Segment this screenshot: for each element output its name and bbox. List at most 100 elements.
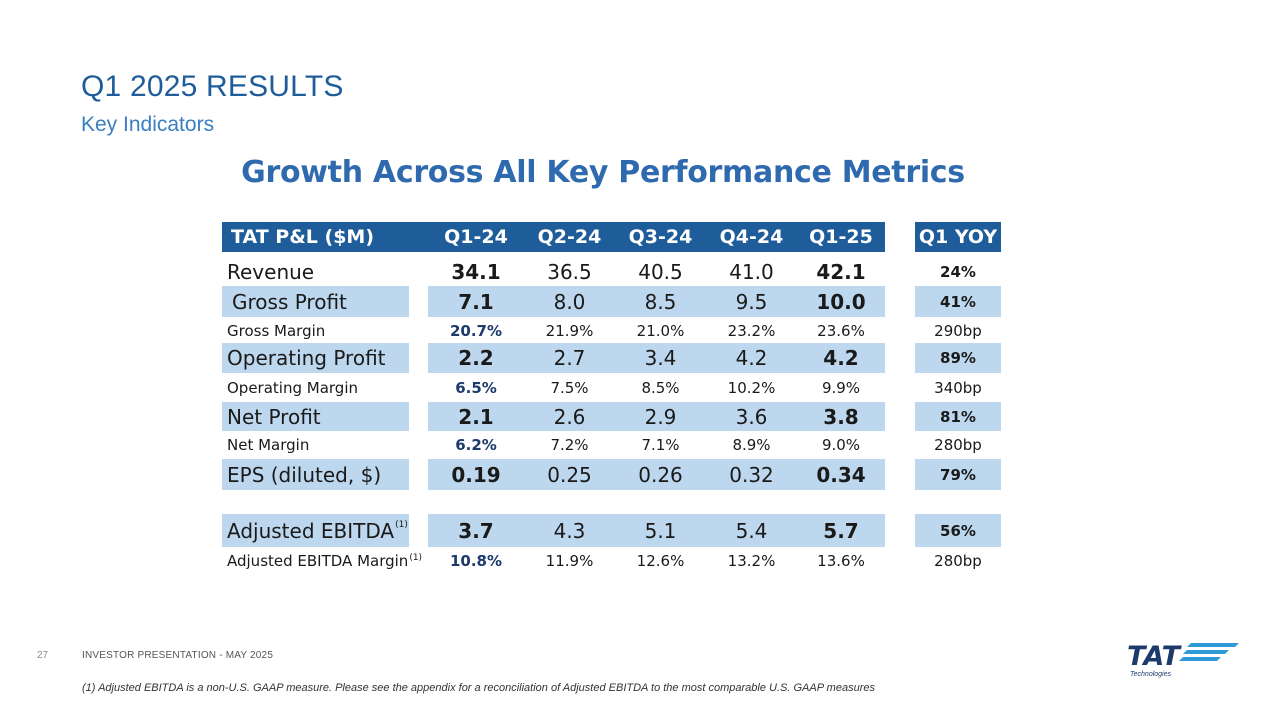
table-cell: 3.4 (615, 343, 706, 373)
logo-tagline: Technologies (1130, 671, 1171, 678)
table-cell: 3.6 (706, 402, 797, 431)
logo-stripe (1183, 650, 1229, 654)
row-label-text: Gross Profit (232, 289, 347, 314)
table-cell: 7.1 (428, 286, 524, 317)
row-label: Net Profit (222, 402, 409, 431)
table-cell: 0.26 (615, 459, 706, 490)
table-cell: 3.7 (428, 514, 524, 547)
row-label-text: EPS (diluted, $) (227, 462, 382, 487)
table-cell: 4.2 (797, 343, 885, 373)
row-label: Adjusted EBITDA (1) (222, 514, 409, 547)
row-label-text: Adjusted EBITDA (227, 518, 395, 543)
table-cell: 34.1 (451, 259, 501, 284)
table-cell: 4.3 (524, 514, 615, 547)
row-label-text: Revenue (227, 259, 315, 284)
row-label-text: Net Profit (227, 404, 321, 429)
row-label: Gross Margin (222, 317, 409, 344)
table-cell: 10.8% (449, 552, 503, 570)
table-cell: 9.5 (706, 286, 797, 317)
table-cell: 7.1% (641, 436, 680, 454)
table-cell: 3.8 (797, 402, 885, 431)
table-cell: 0.32 (706, 459, 797, 490)
table-cell: 13.6% (817, 552, 865, 570)
table-cell: 40.5 (638, 259, 683, 284)
footnote-marker: (1) (395, 520, 408, 530)
presentation-label: INVESTOR PRESENTATION - MAY 2025 (82, 650, 274, 661)
table-cell: 5.7 (797, 514, 885, 547)
row-label: Operating Margin (222, 373, 409, 402)
headline: Growth Across All Key Performance Metric… (241, 155, 965, 190)
table-cell: 13.2% (727, 552, 776, 570)
table-cell: 6.5% (455, 378, 497, 397)
table-cell: 5.1 (615, 514, 706, 547)
header-label: TAT P&L ($M) (222, 222, 409, 252)
yoy-cell: 81% (915, 402, 1001, 431)
row-label: Operating Profit (222, 343, 409, 373)
row-label: Revenue (222, 257, 409, 286)
table-cell: 10.2% (727, 378, 776, 397)
yoy-cell: 24% (940, 262, 976, 281)
table-cell: 23.6% (817, 321, 865, 340)
header-period: Q1-24 (428, 222, 524, 252)
table-cell: 7.5% (550, 378, 589, 397)
yoy-cell: 280bp (934, 436, 982, 454)
table-cell: 8.5% (641, 378, 680, 397)
header-period: Q1-25 (797, 222, 885, 252)
table-cell: 21.0% (636, 321, 685, 340)
yoy-cell: 56% (915, 514, 1001, 547)
table-cell: 21.9% (545, 321, 594, 340)
logo-stripe (1179, 657, 1221, 661)
page-title: Q1 2025 RESULTS (81, 70, 344, 103)
row-label: EPS (diluted, $) (222, 459, 409, 490)
table-cell: 41.0 (729, 259, 774, 284)
table-cell: 11.9% (545, 552, 594, 570)
header-period: Q4-24 (706, 222, 797, 252)
table-cell: 6.2% (455, 436, 497, 454)
table-cell: 2.6 (524, 402, 615, 431)
footnote: (1) Adjusted EBITDA is a non-U.S. GAAP m… (82, 682, 875, 694)
page-number: 27 (37, 650, 49, 661)
footnote-marker: (1) (409, 553, 423, 563)
table-cell: 10.0 (797, 286, 885, 317)
logo-wordmark: TAT (1127, 641, 1183, 672)
page-subtitle: Key Indicators (81, 113, 215, 136)
yoy-cell: 41% (915, 286, 1001, 317)
table-cell: 23.2% (727, 321, 776, 340)
table-cell: 20.7% (449, 321, 503, 340)
header-period: Q3-24 (615, 222, 706, 252)
table-cell: 2.7 (524, 343, 615, 373)
yoy-cell: 280bp (934, 552, 982, 570)
table-cell: 2.1 (428, 402, 524, 431)
table-cell: 8.5 (615, 286, 706, 317)
yoy-cell: 79% (915, 459, 1001, 490)
table-cell: 4.2 (706, 343, 797, 373)
row-label: Adjusted EBITDA Margin (1) (222, 547, 422, 575)
yoy-cell: 340bp (934, 378, 982, 397)
row-label-text: Operating Margin (227, 378, 358, 397)
yoy-cell: 89% (915, 343, 1001, 373)
table-cell: 0.25 (524, 459, 615, 490)
table-cell: 2.9 (615, 402, 706, 431)
row-label-text: Adjusted EBITDA Margin (227, 552, 409, 570)
header-yoy: Q1 YOY (915, 222, 1001, 252)
table-cell: 12.6% (636, 552, 685, 570)
row-label-text: Gross Margin (227, 321, 326, 340)
table-cell: 5.4 (706, 514, 797, 547)
table-cell: 9.0% (821, 436, 861, 454)
tat-logo: TAT Technologies (1127, 641, 1239, 678)
row-label-text: Net Margin (227, 436, 310, 454)
row-label: Net Margin (222, 431, 409, 459)
table-cell: 9.9% (821, 378, 861, 397)
table-cell: 0.34 (797, 459, 885, 490)
table-cell: 0.19 (428, 459, 524, 490)
row-label: Gross Profit (222, 286, 409, 317)
table-cell: 2.2 (428, 343, 524, 373)
table-cell: 8.0 (524, 286, 615, 317)
table-cell: 8.9% (732, 436, 771, 454)
header-period: Q2-24 (524, 222, 615, 252)
yoy-cell: 290bp (934, 321, 982, 340)
logo-stripe (1187, 643, 1239, 647)
row-label-text: Operating Profit (227, 346, 386, 370)
table-cell: 42.1 (816, 259, 866, 284)
header-gap (409, 222, 428, 252)
